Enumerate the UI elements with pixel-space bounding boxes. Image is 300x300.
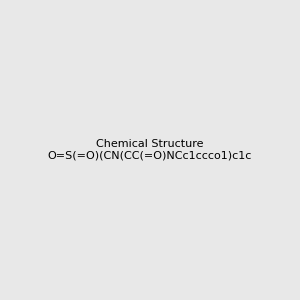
Text: Chemical Structure
O=S(=O)(CN(CC(=O)NCc1ccco1)c1c: Chemical Structure O=S(=O)(CN(CC(=O)NCc1… <box>48 139 252 161</box>
